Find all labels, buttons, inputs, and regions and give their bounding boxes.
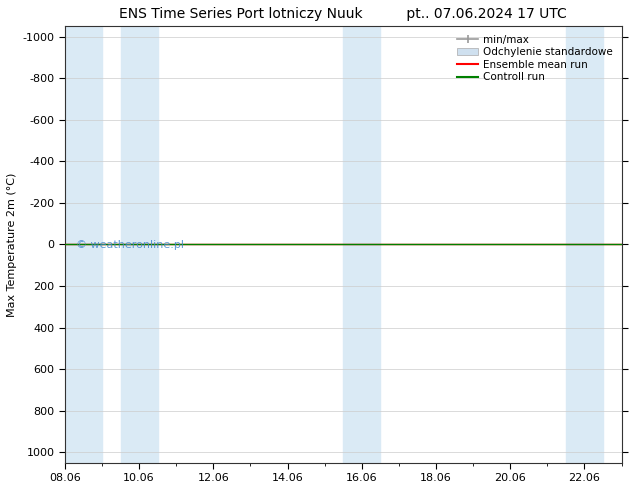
Legend: min/max, Odchylenie standardowe, Ensemble mean run, Controll run: min/max, Odchylenie standardowe, Ensembl…: [454, 31, 616, 86]
Bar: [120, 26, 158, 463]
Bar: [566, 26, 603, 463]
Bar: [65, 26, 102, 463]
Text: © weatheronline.pl: © weatheronline.pl: [76, 240, 184, 250]
Bar: [343, 26, 380, 463]
Y-axis label: Max Temperature 2m (°C): Max Temperature 2m (°C): [7, 172, 17, 317]
Title: ENS Time Series Port lotniczy Nuuk          pt.. 07.06.2024 17 UTC: ENS Time Series Port lotniczy Nuuk pt.. …: [119, 7, 567, 21]
